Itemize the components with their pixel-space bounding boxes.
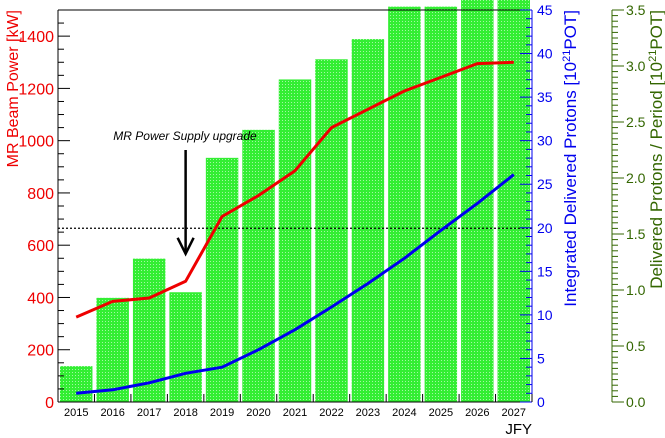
bar-2024 [388, 6, 421, 402]
x-tick-label: 2017 [137, 407, 161, 419]
annotation-arrow-head [176, 237, 195, 257]
right2-tick-label: 1.0 [626, 282, 646, 298]
right1-axis-title: Integrated Delivered Protons [1021POT] [561, 10, 580, 307]
bar-2020 [242, 129, 275, 402]
x-tick-label: 2022 [319, 407, 343, 419]
integrated-protons-line [76, 173, 515, 395]
bar-2023 [351, 39, 385, 403]
right-axis-integrated: 0 5 10 15 20 25 30 35 40 45 Integrated Delivered P… [520, 2, 580, 410]
bar-2018 [169, 292, 202, 402]
right2-tick-label: 3.0 [626, 58, 646, 74]
x-tick-label: 2018 [173, 407, 197, 419]
x-tick-label: 2021 [283, 407, 307, 419]
left-tick-label: 0 [45, 395, 54, 412]
bar-2027 [497, 0, 530, 402]
right2-axis-title: Delivered Protons / Period [1021POT] [647, 10, 665, 289]
left-tick-label: 600 [27, 238, 54, 255]
left-axis-title: MR Beam Power [kW] [5, 10, 22, 167]
x-axis: 2015 2016 2017 2018 2019 2020 2021 2022 2023 2024… [57, 394, 533, 438]
right1-tick-label: 35 [537, 89, 553, 105]
left-tick-label: 800 [27, 186, 54, 203]
right1-tick-label: 5 [537, 350, 545, 366]
right1-tick-label: 20 [537, 220, 553, 236]
right2-tick-label: 1.5 [626, 226, 646, 242]
right1-tick-label: 45 [537, 2, 553, 18]
bar-2026 [461, 0, 494, 402]
x-tick-label: 2015 [64, 407, 88, 419]
bar-2021 [278, 79, 312, 402]
bar-2017 [132, 258, 166, 402]
left-tick-label: 1400 [18, 29, 54, 46]
x-axis-title: JFY [505, 421, 532, 438]
left-tick-label: 1200 [18, 81, 54, 98]
left-tick-label: 1000 [18, 134, 54, 151]
annotation-text: MR Power Supply upgrade [113, 129, 257, 143]
right2-tick-label: 2.5 [626, 114, 646, 130]
bar-2025 [424, 6, 458, 402]
x-tick-label: 2027 [502, 407, 526, 419]
right2-tick-label: 3.5 [626, 2, 646, 18]
bar-2016 [96, 297, 129, 402]
x-tick-label: 2016 [100, 407, 124, 419]
bar-2019 [205, 157, 239, 402]
right1-tick-label: 25 [537, 176, 553, 192]
annotation-layer: MR Power Supply upgrade [113, 129, 257, 257]
right1-tick-label: 40 [537, 46, 553, 62]
plot-frame [58, 9, 532, 403]
x-tick-label: 2026 [465, 407, 489, 419]
beam-power-line [75, 60, 514, 319]
bar-2015 [60, 366, 93, 402]
right1-tick-label: 30 [537, 133, 553, 149]
bars-layer [60, 0, 530, 403]
x-tick-label: 2020 [246, 407, 270, 419]
right2-tick-label: 0.0 [626, 394, 646, 410]
x-tick-label: 2025 [429, 407, 453, 419]
x-tick-label: 2024 [392, 407, 416, 419]
lines-layer [75, 60, 515, 395]
left-tick-label: 200 [27, 343, 54, 360]
bar-2022 [315, 59, 348, 402]
x-tick-label: 2019 [210, 407, 234, 419]
x-tick-label: 2023 [356, 407, 380, 419]
right1-tick-label: 15 [537, 263, 553, 279]
right1-tick-label: 0 [537, 394, 545, 410]
right1-tick-label: 10 [537, 307, 553, 323]
left-tick-label: 400 [27, 290, 54, 307]
right2-tick-label: 0.5 [626, 338, 646, 354]
right2-tick-label: 2.0 [626, 170, 646, 186]
